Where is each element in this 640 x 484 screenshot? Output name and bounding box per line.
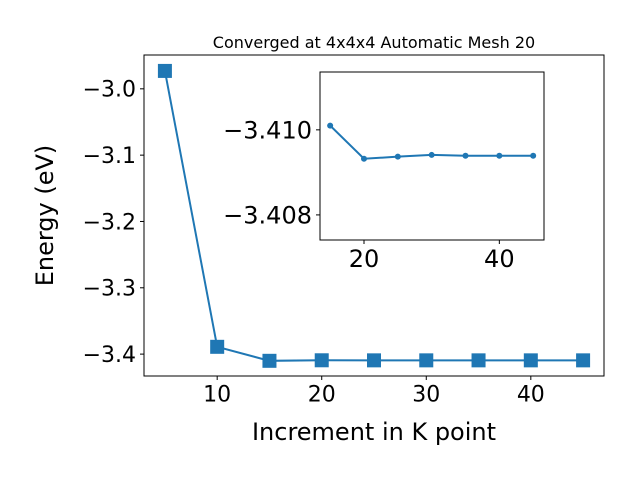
y-tick-label: −3.0: [83, 78, 136, 103]
marker: [327, 122, 334, 129]
marker: [530, 152, 537, 159]
marker: [576, 353, 591, 368]
marker: [471, 353, 486, 368]
x-axis-label: Increment in K point: [252, 418, 496, 446]
y-axis-label: Energy (eV): [31, 145, 59, 287]
y-tick-label: −3.410: [223, 116, 312, 144]
marker: [419, 353, 434, 368]
y-tick-label: −3.408: [223, 202, 312, 230]
y-tick-label: −3.2: [83, 210, 136, 235]
marker: [314, 353, 329, 368]
marker: [394, 153, 401, 160]
marker: [360, 155, 367, 162]
marker: [428, 151, 435, 158]
marker: [157, 63, 172, 78]
x-tick-label: 40: [484, 245, 515, 273]
marker: [367, 353, 381, 368]
marker: [262, 353, 277, 368]
x-tick-label: 20: [349, 245, 380, 273]
y-tick-label: −3.1: [83, 144, 136, 169]
marker: [523, 353, 538, 368]
x-tick-label: 10: [203, 383, 231, 408]
x-tick-label: 20: [308, 383, 336, 408]
chart-title: Converged at 4x4x4 Automatic Mesh 20: [213, 33, 535, 52]
marker: [210, 339, 225, 354]
y-tick-label: −3.4: [83, 343, 136, 368]
x-tick-label: 40: [517, 383, 545, 408]
x-tick-label: 30: [412, 383, 440, 408]
marker: [496, 152, 503, 159]
marker: [462, 152, 469, 159]
y-tick-label: −3.3: [83, 277, 136, 302]
